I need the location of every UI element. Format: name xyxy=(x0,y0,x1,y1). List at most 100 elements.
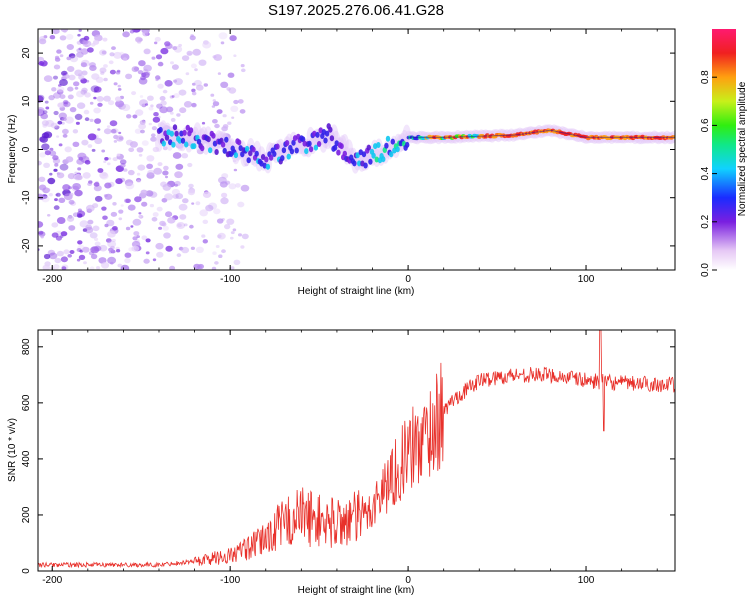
noise-blob xyxy=(54,198,58,202)
ridge-point xyxy=(366,144,371,151)
noise-blob xyxy=(93,96,97,100)
ridge-point xyxy=(222,147,227,154)
ridge-point xyxy=(323,137,328,144)
noise-blob xyxy=(142,31,149,37)
noise-blob xyxy=(178,203,188,211)
ridge-point xyxy=(164,134,170,141)
noise-blob xyxy=(150,104,154,108)
ridge-point xyxy=(168,139,173,146)
noise-blob xyxy=(139,95,144,98)
noise-blob xyxy=(66,44,75,50)
noise-blob xyxy=(156,206,163,212)
noise-blob xyxy=(77,167,82,171)
noise-blob xyxy=(202,219,209,224)
noise-blob xyxy=(165,211,173,218)
noise-blob xyxy=(62,128,69,135)
noise-blob xyxy=(239,109,246,114)
noise-blob xyxy=(87,219,94,225)
noise-blob xyxy=(111,46,116,50)
noise-blob xyxy=(54,163,59,167)
noise-blob xyxy=(143,48,151,55)
noise-blob xyxy=(181,55,190,61)
noise-blob xyxy=(82,246,90,253)
noise-blob xyxy=(78,254,86,260)
noise-blob xyxy=(233,168,238,172)
noise-blob xyxy=(94,195,103,202)
noise-blob xyxy=(80,62,87,68)
ridge-point xyxy=(368,158,373,165)
noise-blob xyxy=(79,220,89,228)
noise-blob xyxy=(133,66,140,71)
noise-blob xyxy=(175,163,184,170)
noise-blob xyxy=(54,57,61,62)
ridge-halo xyxy=(169,126,178,145)
snr-panel: -200 -100 0 100 0 200 400 600 800 Height of stra… xyxy=(7,329,676,596)
noise-blob xyxy=(77,240,83,245)
noise-blob xyxy=(99,244,108,252)
noise-blob xyxy=(111,128,119,134)
noise-blob xyxy=(94,237,99,241)
noise-blob xyxy=(222,114,227,118)
noise-blob xyxy=(220,81,229,89)
noise-blob xyxy=(192,131,196,134)
noise-blob xyxy=(172,152,182,159)
noise-blob xyxy=(72,129,79,134)
noise-blob xyxy=(77,33,81,37)
noise-blob xyxy=(124,258,131,264)
noise-blob xyxy=(115,100,125,108)
noise-blob xyxy=(144,103,149,106)
ridge-point xyxy=(161,140,166,147)
noise-blob xyxy=(90,85,100,93)
ridge-point xyxy=(384,142,389,149)
noise-blob xyxy=(73,81,80,87)
noise-blob xyxy=(108,100,115,106)
noise-blob xyxy=(194,68,198,72)
noise-blob xyxy=(221,126,228,132)
noise-blob xyxy=(173,93,180,99)
ridge-point xyxy=(254,150,259,157)
noise-blob xyxy=(152,258,157,262)
ridge-point xyxy=(236,139,242,146)
noise-blob xyxy=(59,35,67,41)
noise-blob xyxy=(89,101,94,105)
noise-blob xyxy=(62,117,67,122)
noise-blob xyxy=(91,148,96,152)
noise-blob xyxy=(162,183,172,191)
x-tick-label: -200 xyxy=(42,575,62,586)
noise-blob xyxy=(128,147,135,153)
noise-blob xyxy=(49,147,54,151)
ridge-point xyxy=(405,141,410,148)
noise-blob xyxy=(132,236,138,241)
noise-blob xyxy=(43,35,48,39)
noise-blob xyxy=(94,137,103,145)
noise-blob xyxy=(230,266,235,270)
noise-blob xyxy=(218,32,228,40)
noise-blob xyxy=(132,114,138,119)
noise-blob xyxy=(93,182,100,187)
x-tick-label: 100 xyxy=(578,274,595,285)
noise-blob xyxy=(126,114,132,119)
noise-blob xyxy=(38,107,45,114)
noise-blob xyxy=(125,182,135,190)
noise-blob xyxy=(178,89,187,96)
noise-blob xyxy=(107,230,116,238)
noise-blob xyxy=(120,264,130,270)
ridge-point xyxy=(336,149,341,156)
noise-blob xyxy=(59,163,69,171)
ridge-point xyxy=(363,162,368,169)
noise-blob xyxy=(134,196,142,203)
y-tick-label: 20 xyxy=(21,47,32,59)
noise-blob xyxy=(131,91,137,96)
noise-blob xyxy=(205,204,214,212)
noise-blob xyxy=(87,133,97,141)
noise-blob xyxy=(164,80,173,87)
noise-blob xyxy=(57,86,65,93)
noise-blob xyxy=(183,101,193,108)
ridge-point xyxy=(395,146,400,153)
noise-blob xyxy=(151,126,157,131)
noise-blob xyxy=(138,60,146,67)
noise-blob xyxy=(47,214,51,217)
noise-blob xyxy=(163,165,169,171)
noise-blob xyxy=(154,36,161,42)
